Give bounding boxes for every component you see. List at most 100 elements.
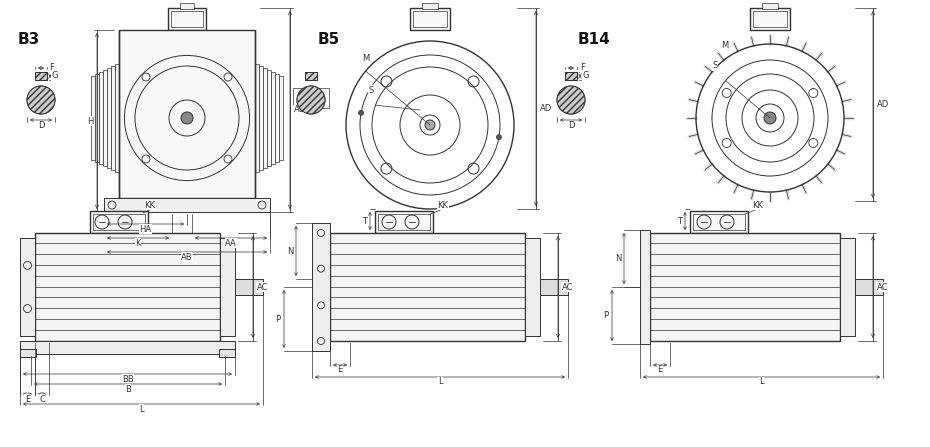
Bar xyxy=(93,214,145,230)
Bar xyxy=(103,70,107,166)
Bar xyxy=(305,72,317,80)
Bar xyxy=(171,11,203,27)
Bar xyxy=(762,3,778,9)
Text: S: S xyxy=(712,62,718,71)
Text: AD: AD xyxy=(294,105,306,114)
Text: L: L xyxy=(759,378,764,387)
Bar xyxy=(271,72,275,164)
Text: P: P xyxy=(604,311,608,320)
Bar xyxy=(20,349,36,357)
Text: D: D xyxy=(567,122,574,131)
Text: KK: KK xyxy=(752,201,764,210)
Bar xyxy=(275,74,279,162)
Text: M: M xyxy=(722,42,728,51)
Text: N: N xyxy=(615,254,621,263)
Bar xyxy=(753,11,787,27)
Bar xyxy=(279,76,283,160)
Text: F: F xyxy=(49,63,55,72)
Circle shape xyxy=(497,135,501,139)
Bar xyxy=(99,72,103,164)
Bar xyxy=(650,233,840,341)
Text: AD: AD xyxy=(540,104,552,113)
Circle shape xyxy=(359,110,364,115)
Bar xyxy=(35,233,220,341)
Bar xyxy=(111,66,115,170)
Circle shape xyxy=(425,120,435,130)
Bar xyxy=(90,211,148,233)
Bar xyxy=(422,3,438,9)
Text: S: S xyxy=(368,86,373,95)
Text: B14: B14 xyxy=(578,32,611,47)
Bar xyxy=(168,8,206,30)
Text: K: K xyxy=(135,239,140,248)
Bar xyxy=(855,279,883,295)
Bar xyxy=(259,66,263,170)
Text: B3: B3 xyxy=(18,32,40,47)
Text: L: L xyxy=(438,378,443,387)
Bar xyxy=(640,230,650,344)
Text: AC: AC xyxy=(562,283,574,291)
Bar xyxy=(525,238,540,336)
Text: L: L xyxy=(140,405,144,413)
Bar xyxy=(540,279,568,295)
Bar xyxy=(565,72,577,80)
Text: F: F xyxy=(580,63,586,72)
Text: P: P xyxy=(275,315,281,324)
Text: AA: AA xyxy=(225,239,237,248)
Bar xyxy=(20,238,35,336)
Text: G: G xyxy=(52,72,59,80)
Bar xyxy=(750,8,790,30)
Bar xyxy=(35,72,47,80)
Bar xyxy=(690,211,748,233)
Bar xyxy=(693,214,745,230)
Text: T: T xyxy=(363,218,367,227)
Bar xyxy=(330,233,525,341)
Circle shape xyxy=(557,86,585,114)
Bar xyxy=(410,8,450,30)
Bar xyxy=(20,341,235,354)
Text: KK: KK xyxy=(437,201,448,210)
Bar xyxy=(95,74,99,162)
Bar xyxy=(35,72,47,80)
Text: T: T xyxy=(677,218,683,227)
Bar xyxy=(104,198,270,212)
Bar xyxy=(263,67,267,169)
Text: G: G xyxy=(583,72,590,80)
Bar xyxy=(91,76,95,160)
Text: BB: BB xyxy=(122,375,133,384)
Bar xyxy=(312,223,330,351)
Bar xyxy=(293,88,329,108)
Bar xyxy=(219,349,235,357)
Circle shape xyxy=(764,112,776,124)
Bar xyxy=(220,238,235,336)
Bar xyxy=(305,72,317,80)
Text: D: D xyxy=(38,122,45,131)
Text: AD: AD xyxy=(877,100,889,109)
Text: AC: AC xyxy=(877,283,888,291)
Bar xyxy=(375,211,433,233)
Bar xyxy=(840,238,855,336)
Bar xyxy=(107,67,111,169)
Text: E: E xyxy=(658,366,662,375)
Bar xyxy=(115,63,119,173)
Text: M: M xyxy=(363,54,370,63)
Bar xyxy=(119,30,255,198)
Bar xyxy=(180,3,194,9)
Text: HA: HA xyxy=(140,224,152,233)
Bar xyxy=(255,63,259,173)
Bar xyxy=(235,279,263,295)
Text: B5: B5 xyxy=(318,32,340,47)
Text: E: E xyxy=(25,395,30,404)
Text: H: H xyxy=(86,117,93,126)
Bar xyxy=(565,72,577,80)
Text: AC: AC xyxy=(257,283,269,291)
Text: C: C xyxy=(39,395,45,404)
Bar xyxy=(378,214,430,230)
Circle shape xyxy=(297,86,325,114)
Bar xyxy=(267,70,271,166)
Text: AB: AB xyxy=(181,253,193,261)
Circle shape xyxy=(27,86,55,114)
Circle shape xyxy=(181,112,193,124)
Text: B: B xyxy=(125,384,131,393)
Bar xyxy=(413,11,447,27)
